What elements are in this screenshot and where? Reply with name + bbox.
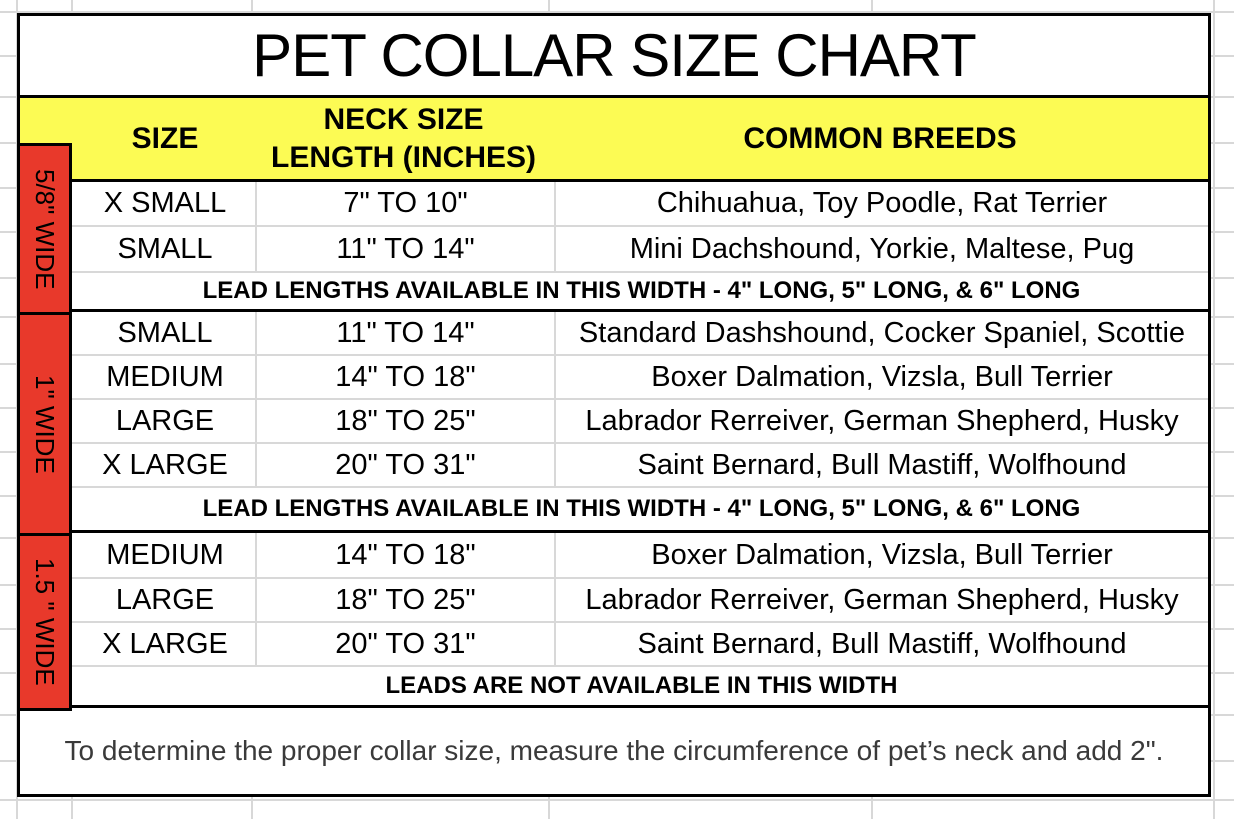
breeds-cell: Labrador Rerreiver, German Shepherd, Hus… <box>585 404 1179 437</box>
section-1-wide: SMALL 11" TO 14" Standard Dashshound, Co… <box>20 312 1208 533</box>
breeds-cell: Saint Bernard, Bull Mastiff, Wolfhound <box>637 627 1127 660</box>
breeds-cell: Boxer Dalmation, Vizsla, Bull Terrier <box>651 538 1113 571</box>
width-label-1-wide: 1" WIDE <box>20 312 69 532</box>
gridline-vertical <box>1213 0 1215 819</box>
table-row: LARGE 18" TO 25" Labrador Rerreiver, Ger… <box>20 579 1208 623</box>
size-cell: LARGE <box>75 400 257 442</box>
gridline-horizontal <box>0 799 1234 801</box>
table-row: LARGE 18" TO 25" Labrador Rerreiver, Ger… <box>20 400 1208 444</box>
table-row: MEDIUM 14" TO 18" Boxer Dalmation, Vizsl… <box>20 533 1208 579</box>
breeds-cell: Boxer Dalmation, Vizsla, Bull Terrier <box>651 360 1113 393</box>
column-header-row: SIZE NECK SIZE LENGTH (INCHES) COMMON BR… <box>20 98 1208 182</box>
breeds-cell: Saint Bernard, Bull Mastiff, Wolfhound <box>637 448 1127 481</box>
lead-length-note: LEAD LENGTHS AVAILABLE IN THIS WIDTH - 4… <box>202 277 1081 304</box>
section-1-5-wide: MEDIUM 14" TO 18" Boxer Dalmation, Vizsl… <box>20 533 1208 708</box>
table-row: X LARGE 20" TO 31" Saint Bernard, Bull M… <box>20 623 1208 667</box>
leads-unavailable-note: LEADS ARE NOT AVAILABLE IN THIS WIDTH <box>385 672 898 699</box>
section-5-8-wide: X SMALL 7" TO 10" Chihuahua, Toy Poodle,… <box>20 182 1208 312</box>
collar-width-strip: 5/8" WIDE 1" WIDE 1.5 " WIDE <box>17 143 72 711</box>
neck-size-cell: 20" TO 31" <box>257 444 556 486</box>
neck-size-cell: 7" TO 10" <box>257 182 556 225</box>
column-header-neck-size: NECK SIZE LENGTH (INCHES) <box>255 101 552 176</box>
table-row: X LARGE 20" TO 31" Saint Bernard, Bull M… <box>20 444 1208 488</box>
common-breeds-header-label: COMMON BREEDS <box>743 121 1017 155</box>
size-cell: MEDIUM <box>75 533 257 577</box>
breeds-cell: Labrador Rerreiver, German Shepherd, Hus… <box>585 583 1179 616</box>
page-title: PET COLLAR SIZE CHART <box>20 16 1208 98</box>
breeds-cell: Mini Dachshound, Yorkie, Maltese, Pug <box>629 232 1135 265</box>
neck-size-cell: 14" TO 18" <box>257 356 556 398</box>
neck-size-header-line1: NECK SIZE <box>323 103 484 136</box>
neck-size-cell: 18" TO 25" <box>257 400 556 442</box>
neck-size-header-line2: LENGTH (INCHES) <box>271 140 536 174</box>
width-label-1-5-wide: 1.5 " WIDE <box>20 532 69 708</box>
neck-size-cell: 18" TO 25" <box>257 579 556 621</box>
table-row: SMALL 11" TO 14" Standard Dashshound, Co… <box>20 312 1208 356</box>
neck-size-cell: 11" TO 14" <box>257 312 556 354</box>
neck-size-cell: 14" TO 18" <box>257 533 556 577</box>
size-cell: X LARGE <box>75 444 257 486</box>
size-cell: X LARGE <box>75 623 257 665</box>
size-cell: SMALL <box>75 312 257 354</box>
breeds-cell: Chihuahua, Toy Poodle, Rat Terrier <box>656 187 1108 219</box>
column-header-common-breeds: COMMON BREEDS <box>552 120 1208 158</box>
breeds-cell: Standard Dashshound, Cocker Spaniel, Sco… <box>578 316 1186 349</box>
neck-size-cell: 20" TO 31" <box>257 623 556 665</box>
size-chart-table: PET COLLAR SIZE CHART SIZE NECK SIZE LEN… <box>17 13 1211 797</box>
lead-length-note: LEAD LENGTHS AVAILABLE IN THIS WIDTH - 4… <box>202 495 1081 522</box>
size-cell: X SMALL <box>75 182 257 225</box>
table-row: SMALL 11" TO 14" Mini Dachshound, Yorkie… <box>20 227 1208 273</box>
size-cell: SMALL <box>75 227 257 271</box>
table-row: MEDIUM 14" TO 18" Boxer Dalmation, Vizsl… <box>20 356 1208 400</box>
measuring-instructions: To determine the proper collar size, mea… <box>64 735 1164 766</box>
neck-size-cell: 11" TO 14" <box>257 227 556 271</box>
column-header-size-label: SIZE <box>131 121 199 155</box>
width-label-5-8-wide: 5/8" WIDE <box>30 168 60 290</box>
table-row: X SMALL 7" TO 10" Chihuahua, Toy Poodle,… <box>20 182 1208 227</box>
size-cell: LARGE <box>75 579 257 621</box>
column-header-size: SIZE <box>75 120 255 158</box>
gridline-horizontal <box>0 11 1234 13</box>
size-cell: MEDIUM <box>75 356 257 398</box>
